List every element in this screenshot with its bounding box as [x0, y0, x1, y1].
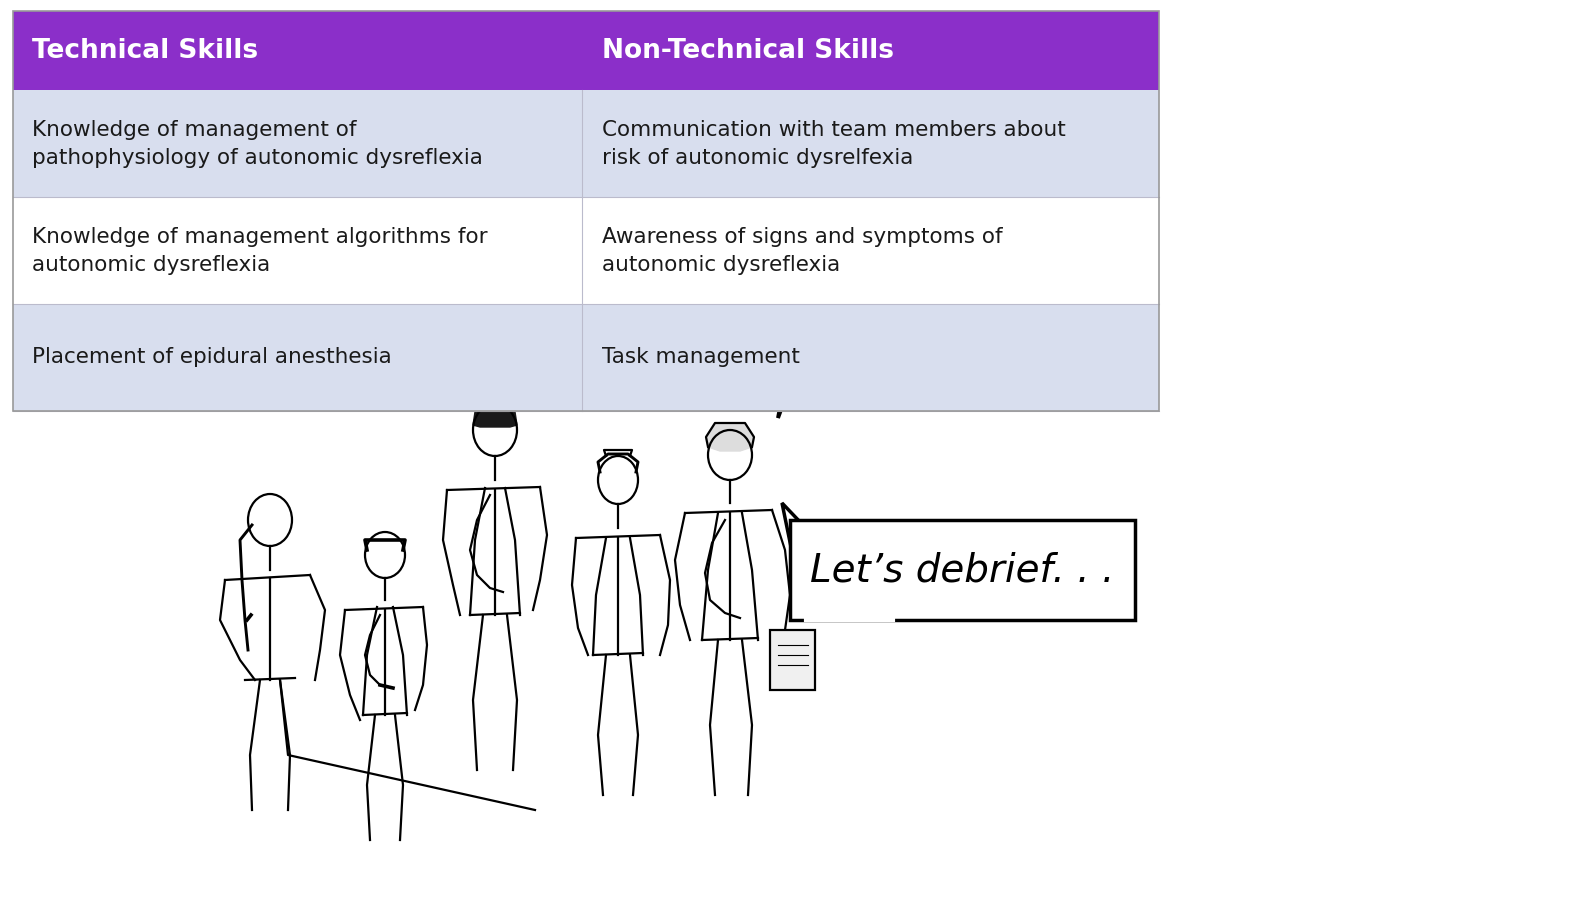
Text: Knowledge of management algorithms for
autonomic dysreflexia: Knowledge of management algorithms for a…: [32, 226, 487, 275]
Text: Awareness of signs and symptoms of
autonomic dysreflexia: Awareness of signs and symptoms of auton…: [602, 226, 1001, 275]
FancyBboxPatch shape: [790, 290, 1130, 385]
Text: Task management: Task management: [602, 348, 799, 367]
Polygon shape: [705, 423, 755, 451]
Text: Knowledge of management of
pathophysiology of autonomic dysreflexia: Knowledge of management of pathophysiolo…: [32, 119, 482, 168]
Text: Let’s debrief. . .: Let’s debrief. . .: [810, 551, 1114, 589]
Polygon shape: [778, 355, 790, 418]
Text: Placement of epidural anesthesia: Placement of epidural anesthesia: [32, 348, 392, 367]
Polygon shape: [473, 402, 517, 427]
FancyBboxPatch shape: [771, 630, 815, 690]
Text: Non-Technical Skills: Non-Technical Skills: [602, 38, 893, 63]
Text: Let’s debrief. . .: Let’s debrief. . .: [807, 319, 1113, 357]
Text: Technical Skills: Technical Skills: [32, 38, 258, 63]
Text: Communication with team members about
risk of autonomic dysrelfexia: Communication with team members about ri…: [602, 119, 1065, 168]
